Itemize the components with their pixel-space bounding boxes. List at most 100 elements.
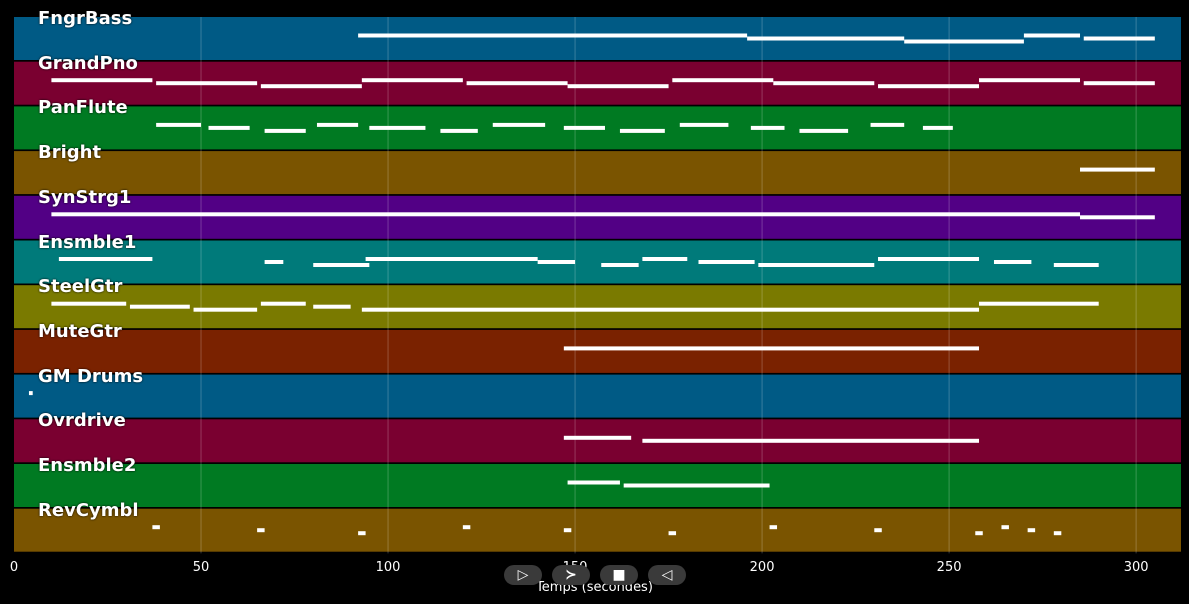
note-block [642,438,980,443]
note-block [369,125,426,130]
note-block [874,528,882,533]
note-block [567,480,620,485]
note-block [975,531,983,536]
note-block [51,301,127,306]
note-block [679,122,729,127]
note-block [492,122,546,127]
track-label: SteelGtr [38,276,123,298]
track-lane [14,374,1181,418]
x-tick-label: 0 [9,560,19,575]
note-block [1053,531,1062,536]
x-tick-label: 250 [936,560,962,575]
track-lane [14,508,1181,552]
note-block [619,128,665,133]
note-block [904,39,1024,44]
note-block [672,78,774,83]
note-block [152,525,160,530]
track-label: FngrBass [38,8,133,29]
note-block [361,307,980,312]
note-block [365,257,538,261]
track-label: GM Drums [38,365,144,387]
note-block [563,125,605,130]
note-block [313,304,351,309]
note-block [358,33,748,38]
note-block [567,84,669,89]
note-block [1001,525,1009,530]
note-block [698,260,755,264]
note-block [361,78,463,83]
note-block [668,531,677,536]
track-lane [14,240,1181,284]
note-block [156,122,202,127]
note-block [750,125,785,130]
note-block [264,260,284,264]
note-block [758,263,875,267]
note-block [623,483,770,488]
note-block [193,307,258,312]
note-block [563,346,980,351]
note-block [156,81,258,86]
track-label: Ovrdrive [38,410,126,432]
note-block [563,435,632,440]
track-label: PanFlute [38,97,128,119]
note-block [1080,215,1155,220]
x-tick-label: 100 [375,560,401,575]
note-block [922,125,953,130]
note-block [563,528,572,533]
note-block [316,122,359,127]
note-block [601,263,639,267]
note-block [129,304,190,309]
track-label: MuteGtr [38,320,122,342]
back-button[interactable]: ◁ [648,565,686,585]
note-block [1083,81,1155,86]
note-block [260,84,362,89]
note-block [1027,528,1036,533]
note-block [264,128,306,133]
note-block [313,263,370,267]
note-block [58,257,153,261]
note-block [51,212,1081,217]
note-block [260,301,306,306]
note-block [1023,33,1081,38]
note-block [358,531,366,536]
note-block [1080,167,1155,172]
track-lane [14,17,1181,60]
note-block [769,525,778,530]
x-tick-label: 300 [1123,560,1149,575]
track-lane [14,195,1181,239]
play-button[interactable]: ▷ [504,565,542,585]
forward-button[interactable]: ≻ [552,565,590,585]
x-tick-label: 50 [192,560,210,575]
note-block [28,391,33,396]
track-label: Ensmble1 [38,231,137,253]
note-block [870,122,905,127]
track-label: RevCymbl [38,499,139,521]
note-block [440,128,478,133]
track-label: Bright [38,142,102,164]
note-block [462,525,471,530]
note-block [208,125,250,130]
note-block [51,78,153,83]
track-label: SynStrg1 [38,186,132,208]
note-block [979,78,1081,83]
note-block [1083,36,1155,41]
track-lane [14,151,1181,195]
note-block [1053,263,1099,267]
note-block [979,301,1099,306]
note-block [993,260,1032,264]
track-lane [14,285,1181,329]
note-block [878,257,980,261]
note-block [642,257,688,261]
note-block [537,260,576,264]
note-block [257,528,265,533]
stop-button[interactable]: ■ [600,565,638,585]
track-lane [14,464,1181,507]
track-lane [14,419,1181,463]
track-lane [14,329,1181,373]
note-block [466,81,568,86]
track-label: Ensmble2 [38,455,137,476]
x-tick-label: 200 [749,560,775,575]
note-block [799,128,849,133]
x-axis-label: Temps (secondes) [536,580,653,595]
